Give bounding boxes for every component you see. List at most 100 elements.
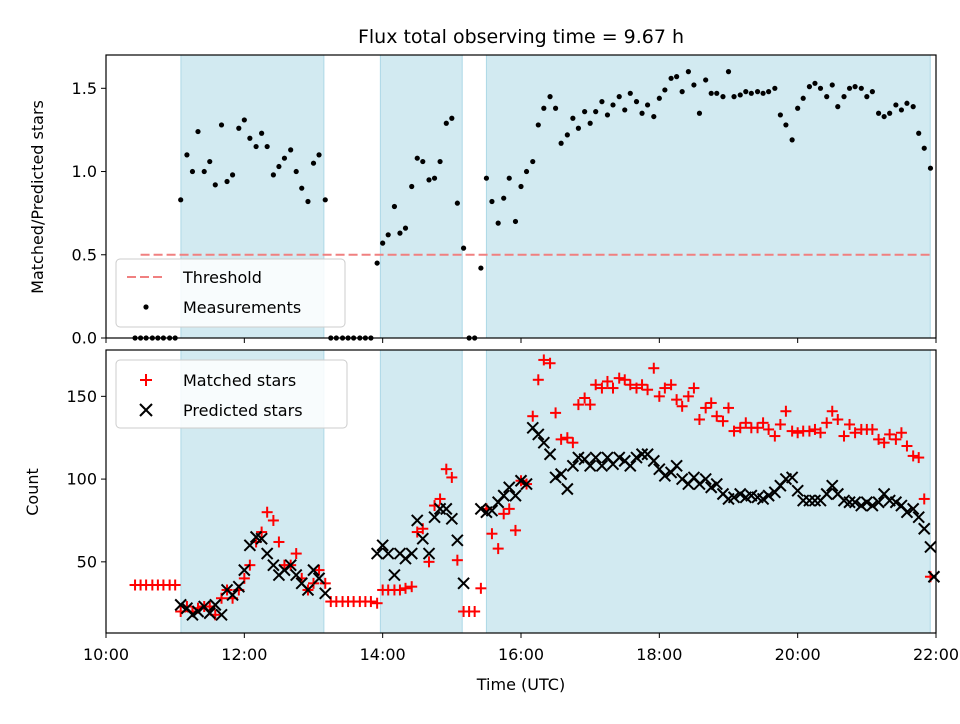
measurement-point: [829, 82, 835, 88]
matched-star-point: [475, 582, 487, 594]
matched-star-point: [814, 427, 826, 439]
matched-star-point: [676, 400, 688, 412]
y-tick-label: 100: [66, 470, 97, 489]
measurement-point: [875, 110, 882, 116]
matched-star-point: [555, 433, 567, 445]
matched-star-point: [838, 430, 850, 442]
measurement-point: [881, 113, 887, 120]
matched-star-point: [290, 548, 302, 560]
measurement-point: [276, 163, 282, 170]
measurement-point: [582, 109, 588, 115]
matched-star-point: [434, 493, 446, 505]
measurement-point: [800, 95, 806, 101]
matched-star-point: [411, 526, 423, 538]
predicted-star-point: [440, 502, 453, 516]
measurement-point: [247, 135, 253, 141]
matched-star-point: [423, 556, 435, 568]
predicted-star-point: [319, 587, 332, 600]
measurement-points: [132, 69, 934, 341]
observing-windows-top: [180, 54, 931, 339]
matched-star-point: [451, 554, 463, 566]
measurement-point: [622, 107, 628, 113]
measurement-point: [777, 112, 783, 118]
matched-star-point: [572, 399, 584, 411]
measurement-point: [288, 147, 294, 153]
measurement-point: [846, 85, 853, 91]
matched-star-point: [728, 425, 740, 437]
measurement-point: [668, 75, 674, 81]
measurement-point: [593, 109, 599, 115]
matched-star-point: [671, 394, 683, 406]
predicted-star-point: [848, 496, 862, 509]
matched-star-point: [550, 407, 562, 419]
predicted-star-point: [485, 504, 499, 517]
measurement-point: [616, 94, 622, 100]
matched-star-point: [890, 433, 902, 445]
matched-star-point: [913, 452, 925, 464]
measurement-point: [766, 89, 772, 95]
measurement-point: [644, 102, 651, 108]
predicted-star-point: [405, 547, 418, 560]
matched-star-point: [394, 584, 406, 596]
predicted-star-point: [376, 539, 389, 552]
measurement-point: [201, 168, 207, 175]
y-tick-label: 0.5: [72, 245, 97, 264]
measurement-point: [299, 185, 305, 191]
measurement-point: [437, 158, 443, 165]
matched-star-point: [763, 423, 775, 435]
measurement-point: [708, 90, 714, 96]
measurement-point: [189, 168, 196, 175]
measurement-point: [691, 82, 697, 88]
matched-star-point: [371, 597, 383, 609]
top-legend: Threshold Measurements: [115, 258, 346, 328]
measurement-point: [293, 168, 299, 175]
predicted-star-point: [312, 572, 326, 585]
measurement-point: [212, 182, 218, 188]
legend-matched-label: Matched stars: [183, 371, 296, 390]
predicted-star-point: [727, 491, 741, 504]
measurement-point: [224, 178, 230, 185]
bottom-y-ticks: 50 100 150: [66, 387, 106, 571]
x-tick-label: 18:00: [636, 645, 682, 664]
matched-star-point: [901, 440, 913, 452]
matched-star-point: [538, 354, 550, 366]
matched-star-point: [319, 577, 331, 589]
matched-star-point: [498, 508, 510, 520]
matched-star-point: [631, 382, 643, 394]
predicted-star-point: [647, 454, 661, 468]
matched-star-point: [809, 423, 821, 435]
measurement-point: [714, 90, 720, 96]
measurement-point: [460, 245, 467, 251]
predicted-star-point: [785, 471, 799, 484]
measurement-point: [391, 203, 398, 210]
matched-star-point: [844, 418, 856, 430]
measurement-point: [310, 160, 317, 166]
predicted-star-point: [630, 451, 643, 464]
matched-star-point: [907, 450, 919, 462]
matched-star-point: [624, 379, 636, 391]
predicted-star-point: [497, 489, 510, 502]
measurement-point: [627, 90, 633, 96]
measurement-point: [207, 158, 213, 165]
predicted-star-point: [791, 484, 804, 497]
chart-title: Flux total observing time = 9.67 h: [358, 26, 684, 48]
predicted-star-point: [445, 512, 459, 526]
predicted-star-point: [561, 482, 574, 496]
x-tick-label: 16:00: [498, 645, 544, 664]
predicted-stars-points: [174, 421, 941, 622]
predicted-star-point: [699, 472, 712, 486]
measurement-point: [178, 197, 184, 203]
predicted-star-point: [514, 474, 528, 487]
predicted-star-point: [860, 496, 874, 509]
matched-star-point: [682, 390, 694, 402]
measurement-point: [281, 155, 288, 161]
measurement-point: [530, 158, 536, 165]
measurement-point: [397, 230, 403, 236]
measurement-point: [725, 69, 732, 75]
predicted-star-point: [267, 558, 280, 572]
matched-star-point: [261, 506, 273, 518]
measurement-point: [703, 77, 709, 83]
measurement-point: [927, 165, 934, 171]
measurement-point: [374, 260, 380, 266]
